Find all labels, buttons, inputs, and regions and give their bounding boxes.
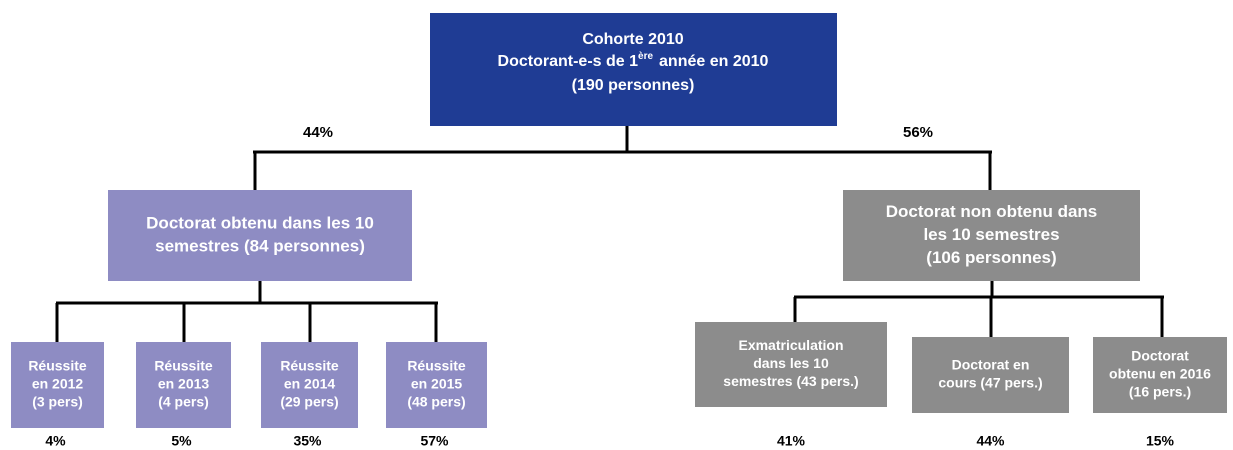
child-percent: 4%	[45, 433, 66, 449]
connectors	[55, 126, 1164, 342]
root-box	[430, 13, 837, 126]
child-percent: 41%	[777, 433, 806, 449]
node-box	[912, 337, 1069, 413]
branch-percent: 44%	[303, 124, 333, 141]
child-percent: 44%	[976, 433, 1005, 449]
node-label: en 2015	[411, 376, 463, 392]
node-box	[11, 342, 104, 428]
node-label: obtenu en 2016	[1109, 366, 1211, 382]
root-line: (190 personnes)	[572, 77, 695, 94]
node-label: (106 personnes)	[926, 248, 1056, 267]
node-box	[1093, 337, 1227, 413]
node-label: Exmatriculation	[738, 337, 843, 353]
right-connector	[793, 281, 1164, 337]
node-box	[386, 342, 487, 428]
node-label: Réussite	[154, 358, 213, 374]
node-label: Doctorat non obtenu dans	[886, 202, 1098, 221]
node-box	[261, 342, 358, 428]
node-label: dans les 10	[753, 355, 829, 371]
node-label: semestres (84 personnes)	[155, 236, 365, 255]
root-text: Doctorant-e-s de 1	[498, 53, 639, 70]
root-title: Cohorte 2010	[582, 31, 683, 48]
node-label: semestres (43 pers.)	[723, 373, 858, 389]
node-box	[108, 190, 412, 281]
root-sup: ère	[638, 51, 653, 62]
child-percent: 35%	[293, 433, 322, 449]
node-label: (29 pers)	[280, 394, 338, 410]
node-label: Doctorat en	[952, 357, 1030, 373]
left-connector	[55, 281, 438, 342]
node-label: Réussite	[280, 358, 339, 374]
node-box	[843, 190, 1140, 281]
child-percent: 57%	[420, 433, 449, 449]
node-label: les 10 semestres	[923, 225, 1059, 244]
node-label: en 2013	[158, 376, 210, 392]
child-percent: 15%	[1146, 433, 1175, 449]
node-label: (16 pers.)	[1129, 384, 1191, 400]
node-label: (4 pers)	[158, 394, 209, 410]
node-label: Réussite	[407, 358, 466, 374]
node-label: Doctorat obtenu dans les 10	[146, 213, 374, 232]
child-percent: 5%	[171, 433, 192, 449]
node-label: Réussite	[28, 358, 87, 374]
node-box	[136, 342, 231, 428]
node-label: cours (47 pers.)	[938, 375, 1042, 391]
node-label: Doctorat	[1131, 348, 1189, 364]
branch-percent: 56%	[903, 124, 933, 141]
node-label: (48 pers)	[407, 394, 465, 410]
node-label: en 2012	[32, 376, 84, 392]
node-label: en 2014	[284, 376, 336, 392]
node-box	[695, 322, 887, 407]
node-label: (3 pers)	[32, 394, 83, 410]
root-connector	[253, 126, 992, 190]
root-text: année en 2010	[659, 53, 769, 70]
root-line: Doctorant-e-s de 1ère année en 2010	[498, 51, 769, 71]
